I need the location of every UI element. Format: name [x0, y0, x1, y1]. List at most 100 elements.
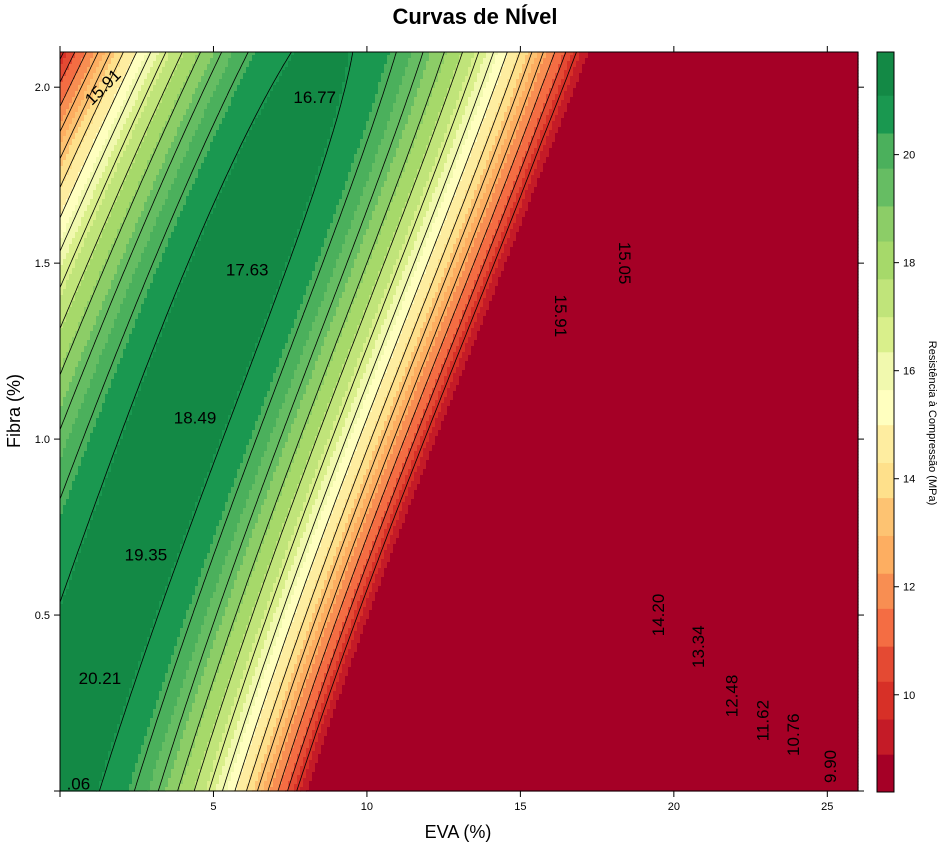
contour-band-cell	[63, 79, 73, 83]
contour-band-cell	[387, 316, 397, 320]
contour-band-cell	[363, 544, 373, 548]
contour-band-cell	[510, 70, 523, 74]
contour-band-cell	[393, 508, 403, 512]
contour-band-cell	[165, 160, 184, 164]
contour-band-cell	[108, 64, 121, 68]
contour-band-cell	[66, 391, 88, 395]
contour-band-cell	[354, 523, 364, 527]
contour-band-cell	[309, 550, 319, 554]
contour-band-cell	[498, 178, 508, 182]
contour-band-cell	[390, 334, 400, 338]
contour-band-cell	[339, 379, 352, 383]
contour-band-cell	[357, 295, 370, 299]
contour-band-cell	[117, 163, 133, 167]
contour-band-cell	[318, 547, 328, 551]
contour-band-cell	[489, 103, 499, 107]
contour-band-cell	[264, 106, 337, 110]
contour-band-cell	[360, 385, 370, 389]
contour-band-cell	[327, 331, 343, 335]
contour-band-cell	[345, 283, 361, 287]
contour-band-cell	[60, 466, 79, 470]
contour-band-cell	[117, 316, 139, 320]
contour-band-cell	[105, 142, 118, 146]
contour-band-cell	[90, 82, 100, 86]
contour-band-cell	[378, 442, 388, 446]
contour-band-cell	[66, 112, 76, 116]
contour-band-cell	[414, 241, 427, 245]
contour-band-cell	[324, 244, 343, 248]
contour-band-cell	[63, 61, 73, 65]
contour-band-cell	[384, 568, 859, 572]
contour-band-cell	[501, 70, 511, 74]
contour-band-cell	[360, 439, 370, 443]
contour-band-cell	[291, 595, 301, 599]
contour-band-cell	[420, 310, 430, 314]
contour-band-cell	[72, 163, 85, 167]
contour-band-cell	[69, 103, 82, 107]
contour-band-cell	[111, 151, 124, 155]
contour-band-cell	[426, 244, 436, 248]
contour-band-cell	[447, 154, 460, 158]
contour-band-cell	[342, 583, 352, 587]
contour-band-cell	[417, 388, 424, 392]
contour-band-cell	[93, 427, 127, 431]
contour-band-cell	[222, 73, 244, 77]
contour-band-cell	[483, 121, 493, 125]
contour-band-cell	[306, 496, 319, 500]
contour-band-cell	[429, 373, 439, 377]
contour-band-cell	[540, 70, 550, 74]
contour-band-cell	[102, 148, 115, 152]
contour-band-cell	[147, 52, 160, 56]
contour-band-cell	[189, 106, 208, 110]
contour-band-cell	[552, 61, 562, 65]
contour-band-cell	[231, 541, 250, 545]
contour-band-cell	[234, 478, 256, 482]
contour-band-cell	[105, 193, 121, 197]
contour-band-cell	[207, 472, 238, 476]
contour-band-cell	[249, 130, 331, 134]
contour-band-cell	[180, 88, 196, 92]
contour-band-cell	[285, 550, 298, 554]
contour-band-cell	[309, 577, 319, 581]
contour-band-cell	[141, 178, 157, 182]
contour-band-cell	[486, 313, 859, 317]
contour-band-cell	[126, 421, 229, 425]
contour-band-cell	[165, 154, 187, 158]
contour-band-cell	[435, 163, 445, 167]
contour-band-cell	[339, 412, 349, 416]
contour-band-cell	[375, 580, 382, 584]
contour-band-cell	[459, 319, 469, 323]
contour-band-cell	[189, 523, 220, 527]
contour-band-cell	[360, 460, 370, 464]
contour-band-cell	[78, 328, 94, 332]
contour-band-cell	[492, 121, 502, 125]
contour-band-cell	[513, 226, 520, 230]
contour-band-cell	[72, 58, 82, 62]
contour-band-cell	[225, 427, 256, 431]
contour-band-cell	[135, 157, 151, 161]
contour-band-cell	[291, 328, 313, 332]
contour-band-cell	[126, 148, 139, 152]
contour-band-cell	[450, 343, 460, 347]
contour-band-cell	[375, 424, 385, 428]
contour-band-cell	[357, 421, 367, 425]
contour-band-cell	[171, 76, 187, 80]
contour-band-cell	[483, 304, 490, 308]
contour-band-cell	[123, 253, 142, 257]
contour-band-cell	[447, 238, 457, 242]
contour-band-cell	[432, 277, 442, 281]
contour-band-cell	[534, 103, 544, 107]
contour-band-cell	[411, 403, 418, 407]
contour-band-cell	[138, 313, 169, 317]
contour-band-cell	[114, 76, 124, 80]
contour-band-cell	[453, 340, 460, 344]
contour-band-cell	[519, 124, 529, 128]
contour-band-cell	[255, 481, 271, 485]
contour-band-cell	[195, 253, 292, 257]
contour-band-cell	[354, 502, 364, 506]
contour-band-cell	[93, 166, 106, 170]
contour-band-cell	[432, 346, 442, 350]
contour-band-cell	[420, 307, 430, 311]
contour-band-cell	[156, 82, 169, 86]
contour-band-cell	[255, 562, 271, 566]
